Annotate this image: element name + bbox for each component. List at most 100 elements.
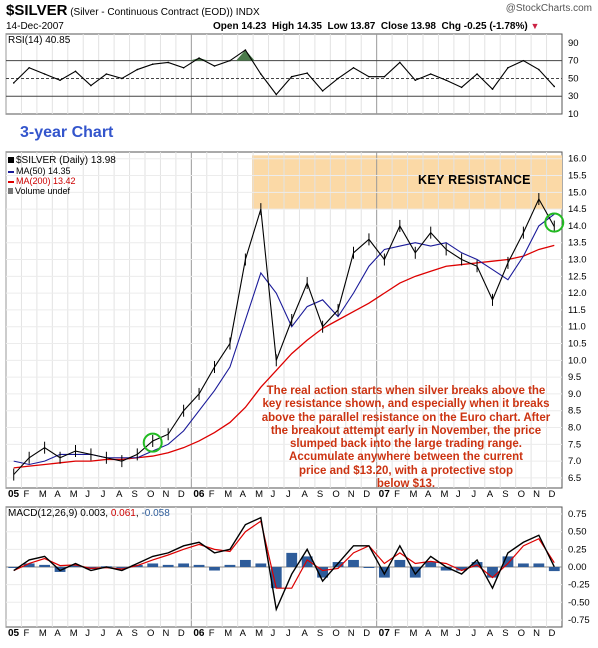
rsi-point	[337, 77, 339, 80]
macd-histogram-bar	[517, 563, 529, 567]
macd-histogram-bar	[363, 567, 375, 568]
month-label: M	[410, 628, 418, 639]
month-label: J	[271, 489, 276, 500]
macd-histogram-bar	[548, 567, 560, 572]
rsi-point	[352, 66, 355, 69]
month-label: S	[502, 489, 508, 500]
ticker-exchange: INDX	[235, 7, 260, 18]
price-tick-label: 14.5	[568, 204, 587, 215]
price-legend-label: $SILVER (Daily) 13.98	[16, 155, 116, 166]
ma200-legend-label: MA(200) 13.42	[16, 176, 76, 186]
month-label: A	[487, 628, 494, 639]
macd-histogram-bar	[456, 567, 468, 571]
macd-line	[13, 516, 555, 612]
rsi-tick-label: 70	[568, 56, 579, 67]
price-tick-label: 8.5	[568, 406, 581, 417]
note-line: Accumulate anywhere between the current	[289, 451, 523, 464]
close-value: 13.98	[410, 21, 436, 32]
macd-histogram-bar	[409, 567, 421, 578]
rsi-tick-label: 50	[568, 73, 579, 84]
chart-title-row: $SILVER (Silver - Continuous Contract (E…	[6, 2, 260, 19]
month-label: D	[549, 628, 556, 639]
macd-histogram-bar	[255, 563, 267, 567]
rsi-point	[290, 75, 293, 78]
macd-histogram-bar	[147, 563, 159, 567]
rsi-point	[429, 73, 432, 75]
macd-tick-label: 0.25	[568, 544, 587, 555]
rsi-point	[121, 77, 123, 80]
month-label: S	[132, 628, 138, 639]
price-legend-main: $SILVER (Daily) 13.98	[8, 155, 116, 166]
macd-histogram-bar	[487, 567, 498, 578]
price-legend-swatch	[8, 157, 14, 163]
rsi-point	[167, 61, 169, 64]
month-label: J	[456, 628, 461, 639]
price-tick-label: 7.0	[568, 456, 581, 467]
note-line: the breakout attempt early in November, …	[270, 424, 542, 437]
macd-histogram-bar	[224, 564, 236, 567]
down-arrow-icon: ▼	[530, 21, 540, 31]
month-label: M	[255, 489, 263, 500]
month-label: D	[178, 489, 185, 500]
month-label: J	[85, 489, 90, 500]
price-tick-label: 13.0	[568, 255, 587, 266]
commentary-note: The real action starts when silver break…	[252, 385, 560, 491]
ma50-legend-label: MA(50) 14.35	[16, 166, 71, 176]
rsi-point	[59, 79, 61, 82]
rsi-title: RSI(14) 40.85	[8, 35, 71, 46]
rsi-point	[306, 72, 308, 74]
macd-histogram-bar	[270, 567, 282, 589]
rsi-point	[399, 61, 401, 64]
rsi-point	[105, 73, 108, 75]
month-label: D	[363, 628, 370, 639]
macd-tick-label: -0.50	[568, 597, 590, 608]
watermark: @StockCharts.com	[505, 3, 592, 14]
month-label: A	[54, 489, 61, 500]
macd-histogram-bar	[239, 559, 251, 567]
month-label: A	[425, 489, 432, 500]
month-label: M	[39, 628, 47, 639]
high-label: High	[271, 21, 295, 32]
rsi-point	[151, 63, 154, 66]
rsi-point	[12, 82, 15, 84]
price-tick-label: 12.5	[568, 271, 587, 282]
price-tick-label: 16.0	[568, 154, 587, 165]
month-label: J	[456, 489, 461, 500]
macd-histogram-bar	[317, 567, 329, 578]
rsi-point	[553, 85, 556, 88]
low-value: 13.87	[350, 21, 376, 32]
month-label: J	[101, 489, 106, 500]
month-label: J	[471, 628, 476, 639]
rsi-point	[198, 57, 200, 59]
macd-histogram-bar	[39, 564, 51, 567]
ticker-symbol: $SILVER	[6, 2, 68, 19]
ma200-legend: MA(200) 13.42	[8, 176, 76, 186]
month-label: N	[533, 489, 540, 500]
month-label: A	[240, 628, 247, 639]
month-label: J	[286, 489, 291, 500]
month-label: M	[224, 628, 232, 639]
macd-title: MACD(12,26,9)	[8, 508, 78, 519]
low-label: Low	[327, 21, 348, 32]
macd-tick-label: 0.50	[568, 527, 587, 538]
month-label: 06	[193, 628, 205, 639]
macd-tick-label: -0.75	[568, 615, 590, 626]
key-resistance-label: KEY RESISTANCE	[418, 173, 531, 187]
rsi-point	[260, 73, 262, 75]
month-label: J	[271, 628, 276, 639]
macd-histogram-bar	[178, 563, 190, 567]
price-tick-label: 10.5	[568, 339, 587, 350]
month-label: 05	[8, 489, 20, 500]
month-label: N	[348, 489, 355, 500]
price-tick-label: 9.5	[568, 372, 581, 383]
price-tick-label: 15.0	[568, 187, 587, 198]
month-label: M	[255, 628, 263, 639]
rsi-point	[321, 90, 324, 92]
macd-histogram-bar	[70, 565, 81, 567]
month-label: J	[101, 628, 106, 639]
chg-label: Chg	[441, 21, 461, 32]
rsi-point	[507, 66, 509, 69]
price-tick-label: 12.0	[568, 288, 587, 299]
month-label: D	[178, 628, 185, 639]
month-label: N	[348, 628, 355, 639]
